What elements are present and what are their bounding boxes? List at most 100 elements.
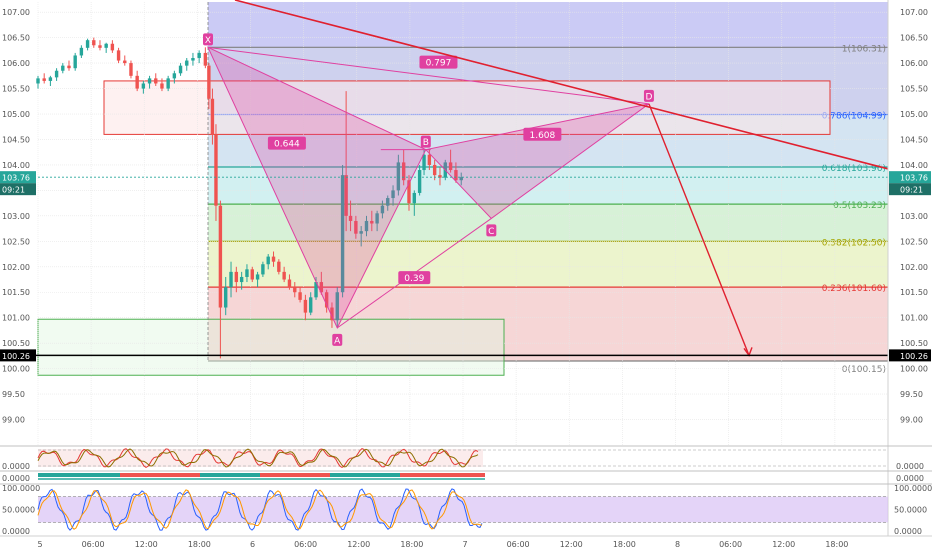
candle-body bbox=[448, 162, 453, 171]
projection-arrow-line bbox=[648, 103, 750, 356]
indicator2-tick-left: 0.0000 bbox=[2, 474, 30, 483]
current-price-marker-left-label: 103.76 bbox=[2, 174, 30, 183]
price-axis-tick-left: 107.00 bbox=[2, 8, 30, 17]
price-axis-background bbox=[888, 0, 932, 550]
price-axis-tick-left: 104.00 bbox=[2, 161, 30, 170]
candle-body bbox=[396, 162, 401, 191]
pattern-point-label: A bbox=[334, 336, 341, 346]
candle-body bbox=[391, 190, 395, 199]
time-axis-tick: 18:00 bbox=[825, 540, 848, 549]
pattern-point-badge bbox=[332, 333, 343, 346]
candle-body bbox=[282, 271, 286, 280]
price-axis-tick-left: 106.50 bbox=[2, 34, 30, 43]
pattern-point-badge bbox=[203, 33, 213, 46]
candle-body bbox=[141, 83, 146, 89]
candle-body bbox=[147, 78, 152, 84]
candle-body bbox=[386, 198, 390, 206]
candle-body bbox=[210, 98, 215, 135]
time-axis-tick: 5 bbox=[37, 540, 42, 549]
trend-bar-segment bbox=[330, 473, 400, 477]
time-axis-tick: 12:00 bbox=[347, 540, 370, 549]
time-axis-tick: 06:00 bbox=[294, 540, 317, 549]
indicator1-line-fast bbox=[37, 448, 479, 468]
price-axis-tick-left: 104.50 bbox=[2, 135, 30, 144]
candle-body bbox=[110, 43, 115, 51]
candle-body bbox=[380, 205, 385, 214]
price-axis-tick-left: 100.50 bbox=[2, 339, 30, 348]
candle-body bbox=[178, 65, 183, 74]
fib-level-label: 0.382(102.50) bbox=[822, 238, 886, 248]
price-axis-tick-right: 100.00 bbox=[900, 365, 928, 374]
pattern-ratio-label: 0.644 bbox=[274, 140, 300, 150]
candle-body bbox=[85, 40, 90, 48]
price-axis-tick-left: 105.00 bbox=[2, 110, 30, 119]
candle-body bbox=[79, 47, 84, 56]
price-line-marker-left bbox=[0, 349, 36, 362]
candle-body bbox=[370, 220, 374, 224]
price-axis-tick-right: 100.50 bbox=[900, 339, 928, 348]
pattern-point-label: X bbox=[205, 36, 211, 46]
candle-body bbox=[197, 52, 201, 59]
candle-body bbox=[432, 164, 437, 176]
time-axis-tick: 06:00 bbox=[719, 540, 742, 549]
candle-body bbox=[255, 274, 260, 280]
time-marker-right bbox=[889, 183, 931, 196]
trend-bar-segment bbox=[120, 473, 200, 477]
current-price-marker-right-label: 103.76 bbox=[900, 174, 928, 183]
time-marker-right-label: 09:21 bbox=[900, 186, 923, 195]
current-price-marker-right bbox=[889, 171, 931, 184]
candle-body bbox=[160, 83, 164, 89]
candle-body bbox=[277, 261, 281, 272]
time-marker-left-label: 09:21 bbox=[2, 186, 25, 195]
fib-level-label: 0.5(103.23) bbox=[833, 201, 886, 211]
candle-body bbox=[191, 58, 195, 61]
time-marker-left bbox=[0, 183, 36, 196]
indicator1-band bbox=[38, 449, 483, 467]
price-axis-tick-right: 106.50 bbox=[900, 34, 928, 43]
price-axis-tick-right: 102.50 bbox=[900, 237, 928, 246]
pattern-point-badge bbox=[643, 89, 654, 102]
price-line-marker-right bbox=[889, 349, 931, 362]
time-axis-tick: 06:00 bbox=[507, 540, 530, 549]
indicator1-tick-right: 0.0000 bbox=[896, 462, 924, 471]
candle-body bbox=[319, 282, 324, 293]
fib-level-label: 0.236(101.60) bbox=[822, 284, 886, 294]
price-axis-tick-left: 101.00 bbox=[2, 314, 30, 323]
candle-body bbox=[73, 55, 77, 69]
candle-body bbox=[224, 287, 228, 308]
indicator1-tick-left: 0.0000 bbox=[2, 462, 30, 471]
candle-body bbox=[261, 264, 265, 275]
candle-body bbox=[340, 175, 345, 293]
candle-body bbox=[229, 271, 233, 288]
price-axis-tick-right: 106.00 bbox=[900, 59, 928, 68]
candle-body bbox=[298, 292, 302, 300]
fib-level-label: 1(106.31) bbox=[842, 44, 886, 54]
candle-body bbox=[67, 65, 71, 69]
price-axis-tick-left: 101.50 bbox=[2, 288, 30, 297]
candle-body bbox=[401, 162, 406, 181]
pattern-ratio-badge bbox=[398, 271, 431, 285]
candle-body bbox=[61, 65, 65, 71]
indicator3-tick-left: 100.0000 bbox=[2, 484, 40, 493]
pattern-point-label: B bbox=[423, 138, 429, 148]
trend-bar-segment bbox=[400, 473, 450, 477]
pattern-point-badge bbox=[420, 135, 431, 148]
pattern-line-xd bbox=[207, 46, 650, 105]
candle-body bbox=[172, 73, 177, 79]
indicator3-tick-right: 0.0000 bbox=[894, 527, 922, 536]
price-axis-tick-right: 101.00 bbox=[900, 314, 928, 323]
indicator3-line-k bbox=[37, 488, 483, 531]
price-line-marker-right-label: 100.26 bbox=[900, 352, 928, 361]
price-axis-tick-left: 102.50 bbox=[2, 237, 30, 246]
candle-body bbox=[203, 52, 208, 66]
candle-body bbox=[245, 269, 249, 277]
indicator2-tick-right: 0.0000 bbox=[896, 474, 924, 483]
candle-body bbox=[309, 297, 313, 313]
price-axis-tick-left: 99.00 bbox=[2, 416, 25, 425]
price-axis-tick-right: 99.50 bbox=[900, 390, 923, 399]
indicator1-line-slow bbox=[37, 448, 479, 468]
trend-bar-segment bbox=[450, 473, 485, 477]
pattern-point-badge bbox=[486, 224, 497, 237]
candle-body bbox=[293, 287, 297, 293]
